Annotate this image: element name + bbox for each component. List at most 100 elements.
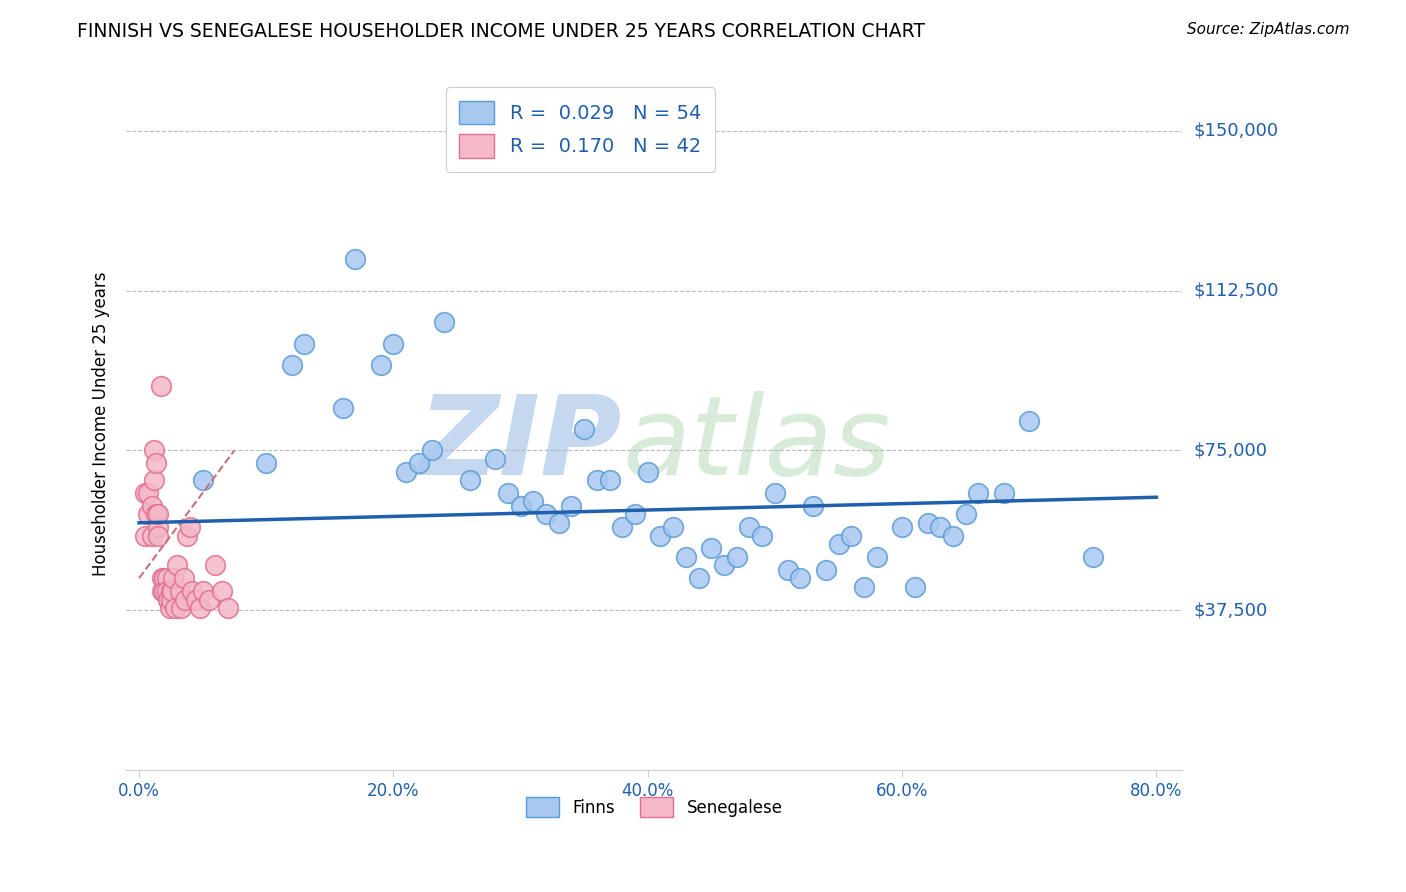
Point <box>188 601 211 615</box>
Point <box>650 528 672 542</box>
Point <box>173 571 195 585</box>
Point <box>789 571 811 585</box>
Text: Source: ZipAtlas.com: Source: ZipAtlas.com <box>1187 22 1350 37</box>
Point <box>929 520 952 534</box>
Point <box>509 499 531 513</box>
Point <box>153 584 176 599</box>
Point <box>572 422 595 436</box>
Point <box>159 592 181 607</box>
Point <box>169 584 191 599</box>
Point <box>967 486 990 500</box>
Point <box>891 520 914 534</box>
Point <box>159 584 181 599</box>
Point <box>150 584 173 599</box>
Point <box>149 379 172 393</box>
Point <box>688 571 710 585</box>
Point <box>160 584 183 599</box>
Point <box>280 358 302 372</box>
Point <box>776 563 799 577</box>
Point <box>134 528 156 542</box>
Point <box>547 516 569 530</box>
Text: $150,000: $150,000 <box>1194 121 1278 140</box>
Point <box>181 584 204 599</box>
Point <box>484 451 506 466</box>
Point <box>156 584 179 599</box>
Point <box>145 456 167 470</box>
Text: atlas: atlas <box>623 391 891 498</box>
Point <box>1018 413 1040 427</box>
Point <box>700 541 723 556</box>
Point <box>408 456 430 470</box>
Point <box>586 473 609 487</box>
Point <box>162 571 184 585</box>
Point <box>146 508 169 522</box>
Point <box>662 520 685 534</box>
Point <box>170 601 193 615</box>
Point <box>917 516 939 530</box>
Point <box>153 571 176 585</box>
Point <box>599 473 621 487</box>
Text: ZIP: ZIP <box>419 391 623 498</box>
Point <box>496 486 519 500</box>
Point <box>344 252 367 266</box>
Point <box>866 549 889 564</box>
Point <box>166 558 188 573</box>
Point <box>612 520 634 534</box>
Point <box>146 520 169 534</box>
Point <box>801 499 824 513</box>
Point <box>179 520 201 534</box>
Point <box>186 592 208 607</box>
Point <box>157 592 180 607</box>
Point <box>173 592 195 607</box>
Text: $37,500: $37,500 <box>1194 601 1267 619</box>
Point <box>143 443 166 458</box>
Point <box>522 494 544 508</box>
Point <box>751 528 773 542</box>
Point <box>159 601 181 615</box>
Point <box>725 549 748 564</box>
Point <box>204 558 226 573</box>
Point <box>942 528 965 542</box>
Point <box>211 584 233 599</box>
Legend: Finns, Senegalese: Finns, Senegalese <box>519 790 789 824</box>
Point <box>191 473 214 487</box>
Point <box>292 336 315 351</box>
Point <box>534 508 557 522</box>
Point <box>146 528 169 542</box>
Point <box>198 592 221 607</box>
Text: $75,000: $75,000 <box>1194 442 1267 459</box>
Point <box>993 486 1015 500</box>
Point <box>827 537 849 551</box>
Point <box>134 486 156 500</box>
Point <box>370 358 392 372</box>
Point <box>145 508 167 522</box>
Point <box>839 528 862 542</box>
Point <box>675 549 697 564</box>
Point <box>763 486 786 500</box>
Point <box>217 601 239 615</box>
Point <box>904 580 927 594</box>
Point <box>738 520 761 534</box>
Point <box>332 401 354 415</box>
Point <box>624 508 647 522</box>
Point <box>395 465 418 479</box>
Text: $112,500: $112,500 <box>1194 282 1278 300</box>
Point <box>150 571 173 585</box>
Y-axis label: Householder Income Under 25 years: Householder Income Under 25 years <box>93 271 110 576</box>
Point <box>814 563 837 577</box>
Point <box>637 465 659 479</box>
Point <box>1081 549 1104 564</box>
Point <box>141 499 163 513</box>
Point <box>254 456 277 470</box>
Point <box>433 316 456 330</box>
Point <box>852 580 875 594</box>
Point <box>176 528 198 542</box>
Point <box>420 443 443 458</box>
Point <box>191 584 214 599</box>
Point <box>141 528 163 542</box>
Point <box>156 571 179 585</box>
Point <box>163 601 186 615</box>
Point <box>955 508 977 522</box>
Point <box>713 558 735 573</box>
Point <box>143 473 166 487</box>
